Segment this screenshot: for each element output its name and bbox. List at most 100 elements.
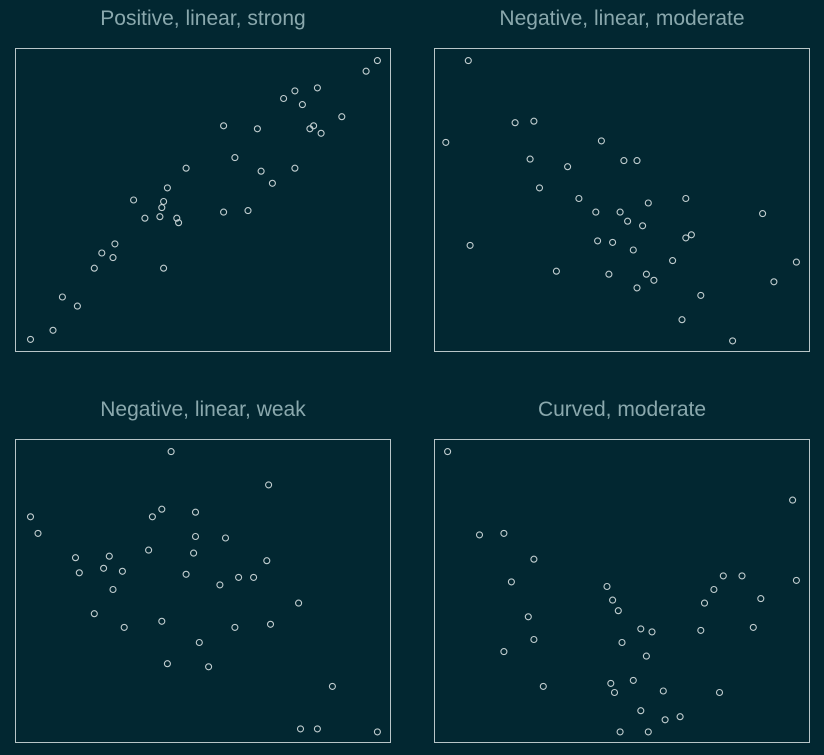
- scatter-points: [444, 448, 800, 736]
- scatter-point: [34, 529, 42, 537]
- scatter-point: [182, 164, 190, 172]
- scatter-point: [317, 129, 325, 137]
- scatter-point: [682, 234, 690, 242]
- scatter-point: [682, 194, 690, 203]
- scatter-point: [373, 728, 381, 736]
- scatter-points: [442, 57, 800, 345]
- scatter-point: [738, 572, 746, 580]
- scatter-point: [26, 513, 35, 521]
- scatter-point: [642, 652, 650, 660]
- scatter-point: [597, 137, 605, 145]
- scatter-point: [642, 270, 650, 278]
- scatter-point: [73, 302, 81, 310]
- scatter-point: [160, 264, 168, 272]
- panel-positive-linear-strong: Positive, linear, strong: [15, 7, 391, 352]
- scatter-point: [633, 284, 641, 292]
- scatter-point: [507, 578, 515, 586]
- scatter-point: [661, 716, 669, 724]
- scatter-point: [295, 599, 303, 607]
- scatter-point: [310, 122, 318, 130]
- scatter-point: [700, 599, 709, 607]
- scatter-point: [231, 623, 239, 631]
- scatter-point: [757, 595, 765, 603]
- scatter-point: [792, 258, 800, 266]
- scatter-point: [719, 572, 727, 580]
- scatter-point: [609, 596, 617, 604]
- scatter-point: [265, 481, 273, 489]
- scatter-point: [250, 573, 258, 581]
- scatter-point: [792, 576, 800, 584]
- scatter-point: [530, 555, 538, 563]
- panel-title: Positive, linear, strong: [100, 7, 305, 30]
- scatter-point: [120, 623, 128, 631]
- scatter-point: [90, 264, 98, 272]
- scatter-point: [644, 199, 652, 207]
- scatter-point: [109, 254, 117, 262]
- scatter-point: [75, 569, 83, 577]
- scatter-point: [633, 157, 641, 165]
- scatter-point: [141, 214, 149, 222]
- scatter-point: [313, 84, 321, 92]
- scatter-point: [607, 679, 615, 687]
- scatter-point: [687, 231, 695, 239]
- panel-negative-linear-weak: Negative, linear, weak: [15, 398, 391, 743]
- scatter-point: [610, 688, 619, 697]
- scatter-point: [637, 707, 645, 715]
- scatter-point: [220, 208, 228, 216]
- scatter-point: [90, 610, 98, 618]
- scatter-point: [678, 316, 686, 324]
- scatter-point: [624, 217, 632, 225]
- scatter-point: [530, 117, 538, 125]
- scatter-point: [759, 210, 767, 218]
- scatter-point: [220, 122, 228, 130]
- scatter-point: [637, 625, 645, 633]
- scatter-point: [629, 676, 637, 684]
- scatter-point: [118, 567, 126, 575]
- scatter-point: [715, 688, 724, 697]
- plot-frame: [434, 48, 810, 352]
- scatter-point: [257, 167, 265, 175]
- plot-frame: [15, 48, 391, 352]
- scatter-point: [313, 725, 321, 733]
- panel-title: Curved, moderate: [538, 398, 706, 421]
- scatter-point: [221, 534, 230, 542]
- scatter-point: [789, 496, 797, 504]
- scatter-point: [163, 660, 171, 668]
- scatter-point: [648, 628, 656, 636]
- scatter-point: [268, 179, 276, 187]
- scatter-point: [620, 157, 628, 165]
- scatter-point: [603, 582, 611, 591]
- scatter-point: [564, 163, 572, 171]
- scatter-point: [182, 570, 190, 578]
- scatter-point: [158, 617, 166, 625]
- scatter-point: [235, 573, 243, 581]
- scatter-point: [362, 67, 370, 75]
- scatter-point: [749, 623, 757, 631]
- scatter-point: [639, 222, 647, 230]
- scatter-point: [464, 57, 472, 65]
- scatter-point: [614, 607, 622, 615]
- scatter-point: [71, 554, 80, 562]
- scatter-point: [263, 557, 271, 565]
- scatter-point: [160, 197, 168, 206]
- scatter-point: [629, 246, 637, 254]
- scatter-point: [770, 278, 778, 286]
- scatter-point: [592, 208, 600, 216]
- scatter-point: [609, 238, 617, 246]
- scatter-point: [98, 249, 106, 257]
- scatter-point: [100, 564, 108, 572]
- scatter-point: [526, 155, 534, 163]
- scatter-point: [280, 94, 288, 103]
- scatter-point: [49, 326, 57, 334]
- scatter-point: [530, 635, 538, 644]
- scatter-point: [373, 57, 381, 65]
- panel-title: Negative, linear, moderate: [499, 7, 744, 30]
- scatter-point: [328, 682, 336, 690]
- scatter-point: [616, 208, 624, 216]
- scatter-point: [442, 138, 450, 146]
- scatter-point: [475, 531, 484, 539]
- scatter-point: [605, 270, 613, 278]
- scatter-point: [167, 448, 175, 456]
- scatter-point: [190, 549, 198, 557]
